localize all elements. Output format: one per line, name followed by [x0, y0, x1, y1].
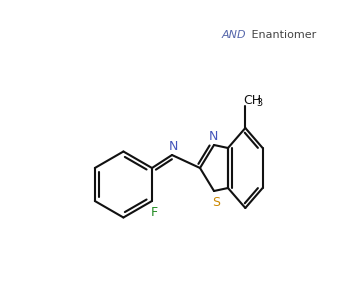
Text: CH: CH	[243, 94, 261, 106]
Text: N: N	[208, 130, 218, 143]
Text: Enantiomer: Enantiomer	[248, 30, 316, 40]
Text: F: F	[151, 206, 157, 219]
Text: S: S	[212, 195, 220, 209]
Text: 3: 3	[256, 98, 262, 108]
Text: AND: AND	[222, 30, 247, 40]
Text: N: N	[168, 140, 178, 153]
